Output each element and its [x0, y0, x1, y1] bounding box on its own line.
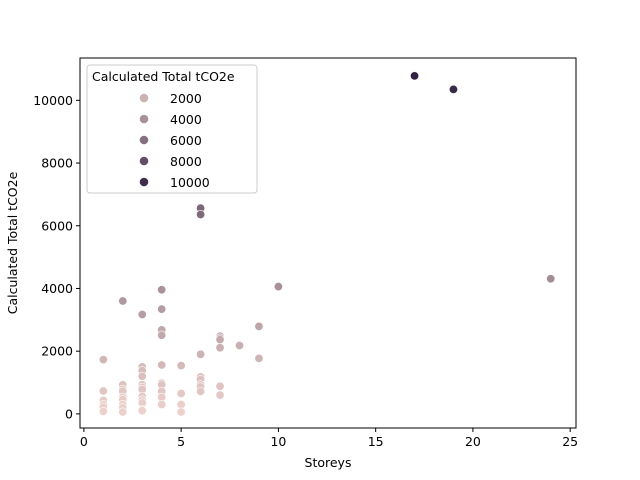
legend-entry-label: 10000	[170, 175, 210, 190]
data-point	[98, 406, 108, 416]
data-point	[176, 389, 186, 399]
data-points	[98, 71, 556, 417]
y-tick-label: 0	[65, 406, 73, 421]
data-point	[137, 371, 147, 381]
y-axis-ticks: 0 2000 4000 6000 8000 10000	[33, 93, 80, 421]
x-axis-ticks: 0 5 10 15 20 25	[80, 428, 578, 449]
data-point	[176, 361, 186, 371]
data-point	[546, 274, 556, 284]
data-point	[196, 349, 206, 359]
y-tick-label: 8000	[41, 156, 73, 171]
data-point	[157, 285, 167, 295]
y-tick-label: 6000	[41, 218, 73, 233]
legend-entries: 2000 4000 6000 8000 10000	[139, 91, 210, 190]
legend-entry-label: 8000	[170, 154, 202, 169]
y-tick-label: 10000	[33, 93, 73, 108]
data-point	[215, 335, 225, 345]
data-point	[157, 304, 167, 314]
legend-marker	[139, 177, 149, 187]
x-axis-label: Storeys	[305, 455, 352, 470]
x-tick-label: 20	[465, 434, 481, 449]
data-point	[157, 330, 167, 340]
y-tick-label: 2000	[41, 344, 73, 359]
data-point	[118, 407, 128, 417]
x-tick-label: 10	[270, 434, 286, 449]
x-tick-label: 15	[368, 434, 384, 449]
data-point	[448, 84, 458, 94]
legend-entry-label: 6000	[170, 133, 202, 148]
data-point	[196, 209, 206, 219]
legend: Calculated Total tCO2e 2000 4000 6000 8000 1…	[86, 64, 258, 194]
data-point	[410, 71, 420, 81]
y-axis-label: Calculated Total tCO2e	[5, 171, 20, 314]
data-point	[254, 353, 264, 363]
data-point	[118, 296, 128, 306]
data-point	[137, 309, 147, 319]
data-point	[157, 399, 167, 409]
data-point	[254, 321, 264, 331]
legend-box	[86, 64, 258, 194]
data-point	[273, 282, 283, 292]
legend-entry-label: 4000	[170, 112, 202, 127]
legend-marker	[139, 156, 149, 166]
data-point	[98, 355, 108, 365]
data-point	[234, 341, 244, 351]
legend-marker	[139, 135, 149, 145]
x-tick-label: 25	[562, 434, 578, 449]
data-point	[215, 390, 225, 400]
legend-marker	[139, 114, 149, 124]
x-tick-label: 5	[177, 434, 185, 449]
legend-title: Calculated Total tCO2e	[92, 69, 235, 84]
data-point	[215, 343, 225, 353]
data-point	[176, 407, 186, 417]
data-point	[215, 381, 225, 391]
legend-marker	[139, 93, 149, 103]
x-tick-label: 0	[80, 434, 88, 449]
y-tick-label: 4000	[41, 281, 73, 296]
data-point	[196, 386, 206, 396]
data-point	[176, 399, 186, 409]
data-point	[137, 406, 147, 416]
legend-entry-label: 2000	[170, 91, 202, 106]
data-point	[98, 386, 108, 396]
data-point	[157, 360, 167, 370]
